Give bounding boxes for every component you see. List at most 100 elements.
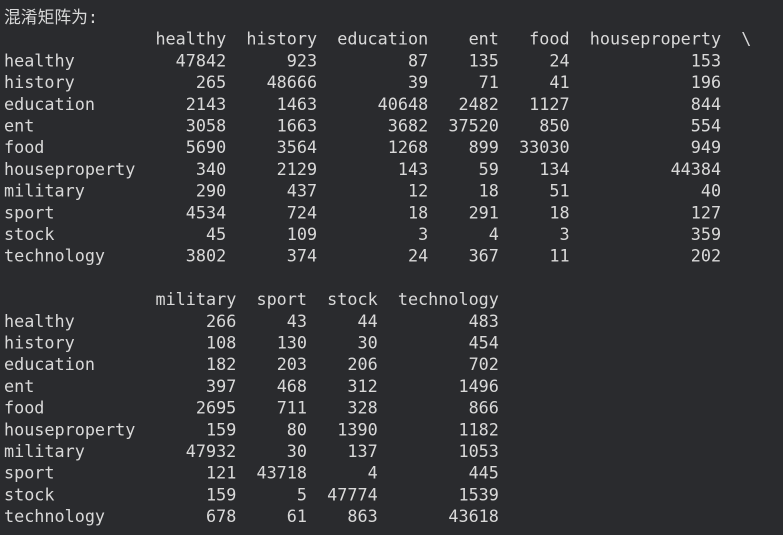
cell-value: 44384: [671, 159, 722, 179]
row-label: houseproperty: [4, 159, 135, 179]
row-label: education: [4, 354, 95, 374]
cell-value: 12: [408, 181, 428, 201]
cell-value: 266: [206, 311, 236, 331]
row-label: ent: [4, 376, 34, 396]
cell-value: 374: [287, 246, 317, 266]
cell-value: 135: [469, 50, 499, 70]
cell-value: 202: [691, 246, 721, 266]
cell-value: 437: [287, 181, 317, 201]
cell-value: 899: [469, 137, 499, 157]
cell-value: 203: [277, 354, 307, 374]
column-header: stock: [327, 289, 378, 309]
cell-value: 4: [368, 463, 378, 483]
cell-value: 30: [287, 441, 307, 461]
cell-value: 121: [206, 463, 236, 483]
cell-value: 108: [206, 333, 236, 353]
row-label: history: [4, 72, 75, 92]
cell-value: 1182: [458, 419, 498, 439]
row-label: technology: [4, 506, 105, 526]
cell-value: 44: [357, 311, 377, 331]
cell-value: 43: [287, 311, 307, 331]
cell-value: 33030: [519, 137, 570, 157]
cell-value: 359: [691, 224, 721, 244]
cell-value: 18: [408, 202, 428, 222]
cell-value: 4534: [186, 202, 226, 222]
cell-value: 397: [206, 376, 236, 396]
column-header: technology: [398, 289, 499, 309]
cell-value: 30: [357, 333, 377, 353]
cell-value: 71: [479, 72, 499, 92]
cell-value: 3564: [277, 137, 317, 157]
cell-value: 2129: [277, 159, 317, 179]
cell-value: 127: [691, 202, 721, 222]
cell-value: 11: [549, 246, 569, 266]
cell-value: 143: [398, 159, 428, 179]
cell-value: 159: [206, 484, 236, 504]
cell-value: 130: [277, 333, 307, 353]
cell-value: 445: [469, 463, 499, 483]
cell-value: 1053: [458, 441, 498, 461]
cell-value: 59: [479, 159, 499, 179]
cell-value: 3682: [388, 116, 428, 136]
cell-value: 134: [539, 159, 569, 179]
cell-value: 340: [196, 159, 226, 179]
cell-value: 923: [287, 50, 317, 70]
cell-value: 87: [408, 50, 428, 70]
column-header: sport: [256, 289, 307, 309]
cell-value: 367: [469, 246, 499, 266]
cell-value: 850: [539, 116, 569, 136]
cell-value: 290: [196, 181, 226, 201]
row-label: healthy: [4, 50, 75, 70]
column-header: military: [155, 289, 236, 309]
cell-value: 265: [196, 72, 226, 92]
row-label: military: [4, 181, 85, 201]
row-label: healthy: [4, 311, 75, 331]
cell-value: 1268: [388, 137, 428, 157]
cell-value: 3802: [186, 246, 226, 266]
cell-value: 5: [297, 484, 307, 504]
cell-value: 61: [287, 506, 307, 526]
cell-value: 483: [469, 311, 499, 331]
cell-value: 206: [347, 354, 377, 374]
cell-value: 312: [347, 376, 377, 396]
cell-value: 182: [206, 354, 236, 374]
line-continuation: \: [741, 29, 751, 49]
cell-value: 702: [469, 354, 499, 374]
cell-value: 153: [691, 50, 721, 70]
cell-value: 866: [469, 398, 499, 418]
row-label: houseproperty: [4, 419, 135, 439]
cell-value: 43718: [256, 463, 307, 483]
cell-value: 3058: [186, 116, 226, 136]
cell-value: 1539: [458, 484, 498, 504]
cell-value: 5690: [186, 137, 226, 157]
row-label: technology: [4, 246, 105, 266]
column-header: education: [337, 29, 428, 49]
column-header: houseproperty: [590, 29, 721, 49]
cell-value: 47842: [176, 50, 227, 70]
cell-value: 3: [418, 224, 428, 244]
row-label: food: [4, 137, 44, 157]
cell-value: 1390: [337, 419, 377, 439]
row-label: stock: [4, 484, 55, 504]
cell-value: 3: [559, 224, 569, 244]
column-header: ent: [469, 29, 499, 49]
cell-value: 863: [347, 506, 377, 526]
cell-value: 554: [691, 116, 721, 136]
cell-value: 949: [691, 137, 721, 157]
cell-value: 2695: [196, 398, 236, 418]
cell-value: 24: [549, 50, 569, 70]
cell-value: 844: [691, 94, 721, 114]
cell-value: 41: [549, 72, 569, 92]
cell-value: 40: [701, 181, 721, 201]
cell-value: 43618: [448, 506, 499, 526]
column-header: history: [246, 29, 317, 49]
cell-value: 137: [347, 441, 377, 461]
cell-value: 48666: [267, 72, 318, 92]
cell-value: 40648: [378, 94, 429, 114]
column-header: food: [529, 29, 569, 49]
cell-value: 196: [691, 72, 721, 92]
cell-value: 2143: [186, 94, 226, 114]
cell-value: 159: [206, 419, 236, 439]
column-header: healthy: [155, 29, 226, 49]
